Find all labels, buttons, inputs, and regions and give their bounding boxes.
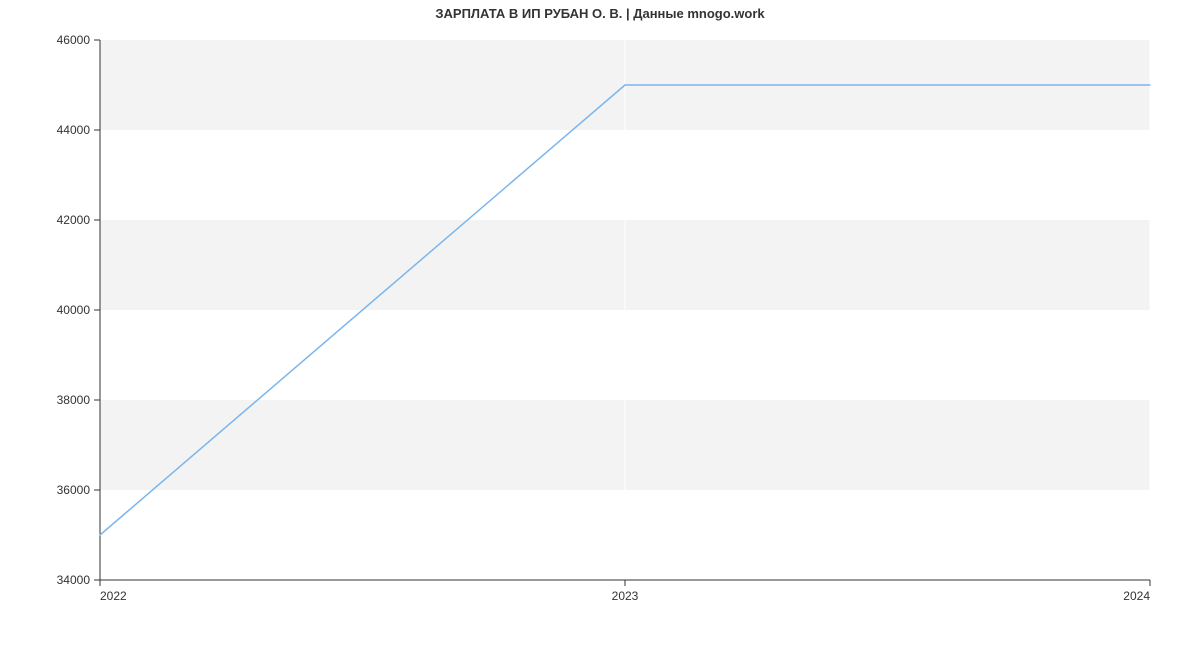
- svg-text:34000: 34000: [57, 573, 91, 587]
- salary-line-chart: ЗАРПЛАТА В ИП РУБАН О. В. | Данные mnogo…: [0, 0, 1200, 650]
- chart-svg: 34000 36000 38000 40000 42000 44000 46000 2022 2…: [0, 0, 1200, 650]
- svg-text:2024: 2024: [1123, 589, 1150, 603]
- svg-text:44000: 44000: [57, 123, 91, 137]
- svg-text:46000: 46000: [57, 33, 91, 47]
- svg-text:36000: 36000: [57, 483, 91, 497]
- chart-title: ЗАРПЛАТА В ИП РУБАН О. В. | Данные mnogo…: [0, 6, 1200, 21]
- svg-text:2022: 2022: [100, 589, 127, 603]
- svg-text:2023: 2023: [612, 589, 639, 603]
- svg-text:40000: 40000: [57, 303, 91, 317]
- svg-text:42000: 42000: [57, 213, 91, 227]
- svg-text:38000: 38000: [57, 393, 91, 407]
